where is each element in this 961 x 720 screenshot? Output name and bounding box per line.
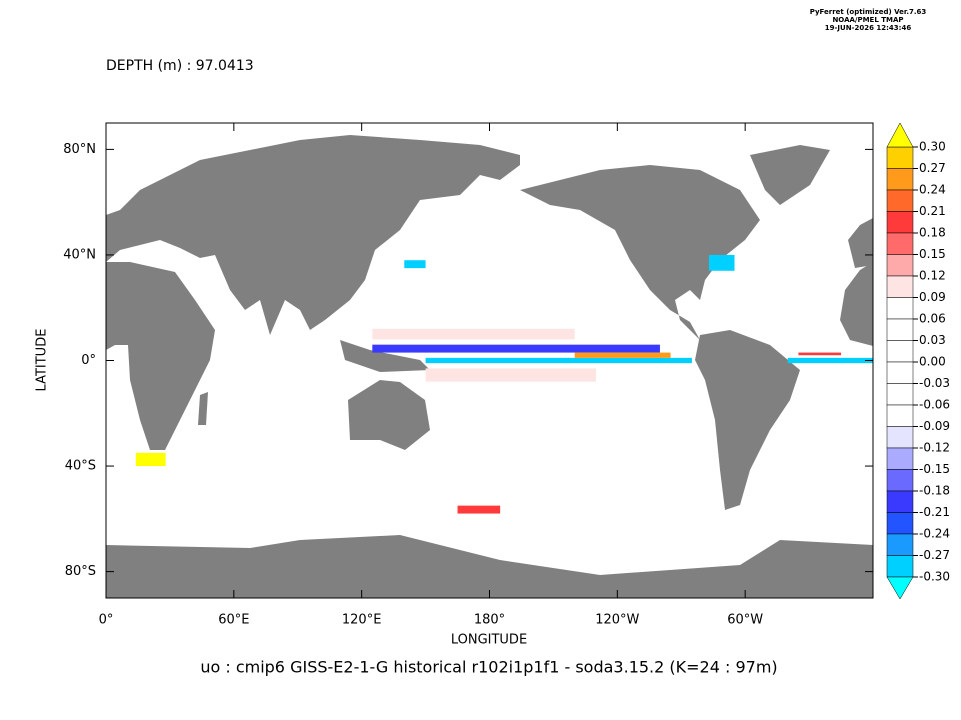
colorbar-box xyxy=(886,254,914,277)
colorbar-box xyxy=(886,383,914,406)
y-axis-label: LATITUDE xyxy=(35,329,50,392)
anomaly-region xyxy=(404,260,426,269)
y-tick-label: 0° xyxy=(81,353,96,368)
colorbar-label: -0.24 xyxy=(919,527,950,541)
colorbar-label: 0.18 xyxy=(919,226,946,240)
colorbar-box xyxy=(886,555,914,578)
colorbar-label: 0.15 xyxy=(919,247,946,261)
colorbar-box xyxy=(886,426,914,449)
x-tick-label: 120°W xyxy=(595,613,639,628)
colorbar-label: 0.24 xyxy=(919,183,946,197)
anomaly-region xyxy=(457,505,501,514)
colorbar-label: 0.00 xyxy=(919,355,946,369)
anomaly-region xyxy=(425,357,692,364)
colorbar-box xyxy=(886,447,914,470)
anomaly-region xyxy=(372,328,575,340)
colorbar-label: 0.12 xyxy=(919,269,946,283)
y-tick-label: 40°N xyxy=(63,247,96,262)
anomaly-region xyxy=(798,352,842,356)
colorbar-label: -0.09 xyxy=(919,419,950,433)
header-line: PyFerret (optimized) Ver.7.63 xyxy=(810,8,927,16)
colorbar-box xyxy=(886,189,914,212)
colorbar-label: 0.30 xyxy=(919,140,946,154)
anomaly-region xyxy=(425,368,597,382)
x-tick-label: 60°W xyxy=(727,613,763,628)
colorbar-box xyxy=(886,275,914,298)
header-line: NOAA/PMEL TMAP xyxy=(832,16,903,24)
colorbar-label: -0.30 xyxy=(919,570,950,584)
colorbar-label: -0.18 xyxy=(919,484,950,498)
y-tick-label: 40°S xyxy=(65,459,96,474)
colorbar-label: 0.03 xyxy=(919,333,946,347)
colorbar-box xyxy=(886,361,914,384)
x-tick-label: 60°E xyxy=(218,613,249,628)
colorbar-box xyxy=(886,469,914,492)
colorbar-label: -0.06 xyxy=(919,398,950,412)
colorbar-label: -0.03 xyxy=(919,376,950,390)
colorbar-box xyxy=(886,404,914,427)
colorbar-label: 0.06 xyxy=(919,312,946,326)
anomaly-region xyxy=(135,452,166,467)
colorbar-over xyxy=(886,122,914,148)
colorbar-label: -0.27 xyxy=(919,548,950,562)
x-tick-label: 120°E xyxy=(342,613,382,628)
colorbar-label: 0.27 xyxy=(919,161,946,175)
colorbar-under xyxy=(886,576,914,600)
colorbar-box xyxy=(886,211,914,234)
colorbar-box xyxy=(886,512,914,535)
x-axis-label: LONGITUDE xyxy=(451,633,527,648)
colorbar-label: -0.15 xyxy=(919,462,950,476)
anomaly-region xyxy=(708,254,735,271)
colorbar-box xyxy=(886,340,914,363)
land xyxy=(106,135,873,598)
title: DEPTH (m) : 97.0413 xyxy=(106,58,254,74)
x-tick-label: 0° xyxy=(99,613,114,628)
colorbar-box xyxy=(886,533,914,556)
colorbar-box xyxy=(886,318,914,341)
header-line: 19-JUN-2026 12:43:46 xyxy=(825,24,912,32)
anomaly-region xyxy=(787,357,873,364)
colorbar-label: 0.09 xyxy=(919,290,946,304)
subtitle: uo : cmip6 GISS-E2-1-G historical r102i1… xyxy=(200,658,777,677)
colorbar-box xyxy=(886,232,914,255)
anomaly-region xyxy=(574,352,671,358)
colorbar-box xyxy=(886,146,914,169)
colorbar-label: -0.12 xyxy=(919,441,950,455)
colorbar-box xyxy=(886,168,914,191)
y-tick-label: 80°N xyxy=(63,142,96,157)
x-tick-label: 180° xyxy=(474,613,505,628)
y-tick-label: 80°S xyxy=(65,564,96,579)
colorbar-box xyxy=(886,490,914,513)
anomaly-region xyxy=(372,344,660,353)
colorbar-label: 0.21 xyxy=(919,204,946,218)
colorbar-label: -0.21 xyxy=(919,505,950,519)
colorbar-box xyxy=(886,297,914,320)
